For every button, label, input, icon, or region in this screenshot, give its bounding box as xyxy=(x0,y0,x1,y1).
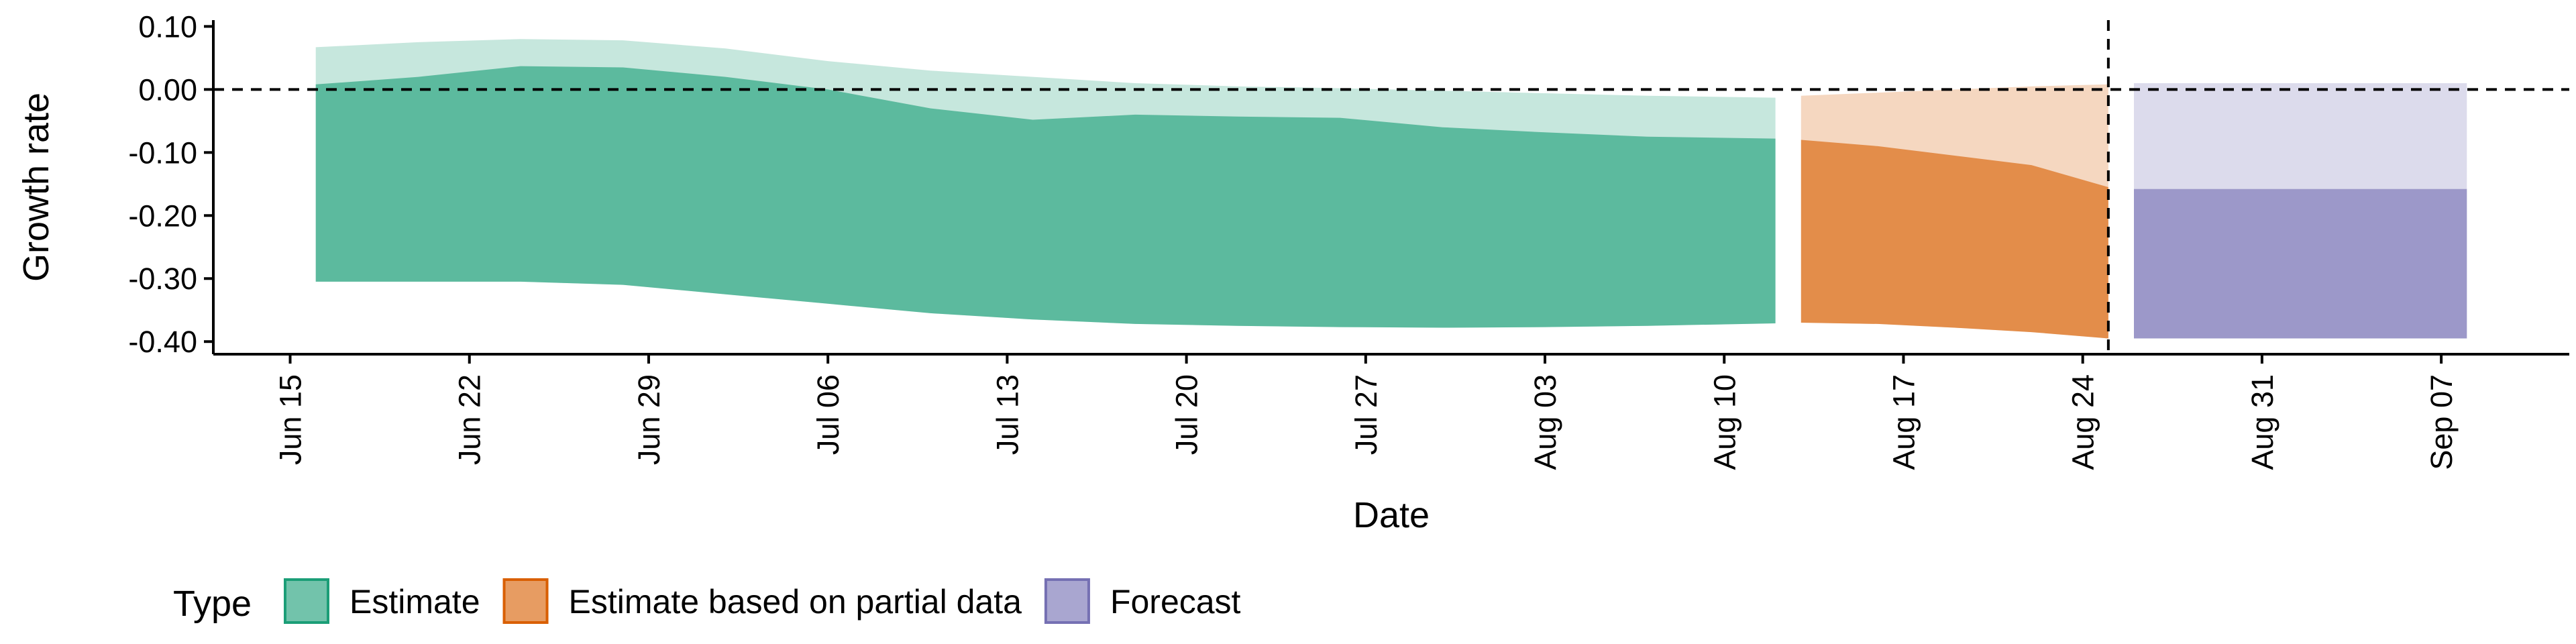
estimate-legend-swatch xyxy=(284,578,329,624)
x-axis-title: Date xyxy=(1353,495,1430,535)
y-tick-label: -0.30 xyxy=(128,262,197,296)
x-tick-label: Sep 07 xyxy=(2424,374,2459,470)
x-tick-label: Aug 24 xyxy=(2066,374,2100,470)
x-tick-label: Jun 15 xyxy=(274,374,308,465)
estimate-band-50 xyxy=(315,66,1776,328)
legend-title: Type xyxy=(173,584,252,624)
x-tick-label: Jul 06 xyxy=(811,374,845,455)
y-tick-label: -0.40 xyxy=(128,325,197,359)
y-axis-title: Growth rate xyxy=(16,93,56,282)
x-tick-label: Jun 22 xyxy=(453,374,487,465)
estimate-legend-label: Estimate xyxy=(350,583,480,621)
x-tick-label: Aug 03 xyxy=(1528,374,1562,470)
x-tick-label: Jul 20 xyxy=(1170,374,1204,455)
estimate-based-on-partial-data-legend-swatch xyxy=(502,578,549,624)
reference-lines xyxy=(213,20,2569,354)
forecast-legend-swatch xyxy=(1044,578,1090,624)
forecast-band-50 xyxy=(2134,189,2467,339)
y-tick-label: -0.20 xyxy=(128,199,197,233)
y-axis-ticks: 0.10 0.00 -0.10 -0.20 -0.30 -0.40 xyxy=(128,9,213,359)
x-tick-label: Jul 27 xyxy=(1349,374,1383,455)
x-tick-label: Aug 10 xyxy=(1707,374,1741,470)
x-tick-label: Aug 17 xyxy=(1887,374,1921,470)
x-axis-ticks: Jun 15 Jun 22 Jun 29 Jul 06 Jul 13 Jul 20 Jul … xyxy=(274,354,2459,470)
y-tick-label: 0.10 xyxy=(138,9,197,44)
chart-bands xyxy=(315,39,2467,339)
estimate-based-on-partial-data-legend-label: Estimate based on partial data xyxy=(569,583,1022,621)
forecast-legend-label: Forecast xyxy=(1110,583,1241,621)
x-tick-label: Jul 13 xyxy=(990,374,1024,455)
x-tick-label: Jun 29 xyxy=(632,374,666,465)
chart-axes xyxy=(212,20,2569,356)
y-tick-label: 0.00 xyxy=(138,72,197,107)
estimate-based-on-partial-data-band-50 xyxy=(1801,140,2108,339)
y-tick-label: -0.10 xyxy=(128,136,197,170)
x-tick-label: Aug 31 xyxy=(2245,374,2279,470)
legend: Type Estimate Estimate based on partial d… xyxy=(173,578,1241,624)
legend-items: Estimate Estimate based on partial data Fo… xyxy=(284,578,1241,624)
